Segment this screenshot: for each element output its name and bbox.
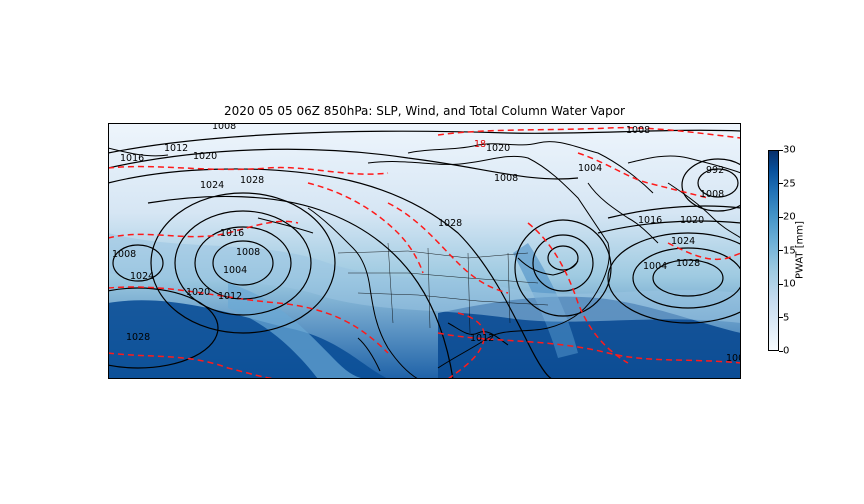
slp-label: 1020 xyxy=(193,151,217,162)
slp-label: 1016 xyxy=(120,153,144,164)
slp-labels: 1008 1012 1016 1020 1024 1008 1028 1004 … xyxy=(112,123,741,364)
pwat-colorbar xyxy=(768,150,779,351)
slp-label: 1020 xyxy=(680,215,704,226)
slp-label: 1012 xyxy=(164,143,188,154)
colorbar-tick-mark xyxy=(779,317,783,318)
slp-label: 1024 xyxy=(671,236,695,247)
colorbar-tick-label: 15 xyxy=(783,245,796,256)
colorbar-tick-label: 10 xyxy=(783,278,796,290)
colorbar-tick-label: 25 xyxy=(783,178,796,189)
moist-plume xyxy=(228,283,368,379)
state-borders xyxy=(337,242,549,334)
slp-label: 1020 xyxy=(186,287,210,298)
map-title: 2020 05 05 06Z 850hPa: SLP, Wind, and To… xyxy=(223,104,625,118)
slp-label: 1004 xyxy=(223,265,247,276)
map-frame xyxy=(108,123,741,379)
slp-label: 1028 xyxy=(676,258,700,269)
slp-label: 1016 xyxy=(638,215,662,226)
slp-label: 1004 xyxy=(578,163,602,174)
slp-label: 1020 xyxy=(486,143,510,154)
slp-contours xyxy=(108,129,741,379)
slp-label: 1008 xyxy=(212,123,236,132)
colorbar-tick-label: 5 xyxy=(783,312,790,323)
slp-label: 1008 xyxy=(494,173,518,184)
slp-label: 1024 xyxy=(130,271,154,282)
dashed-labels: 18 xyxy=(474,139,486,150)
colorbar-tick-mark xyxy=(779,350,783,352)
colorbar-tick-mark xyxy=(779,183,783,184)
dashed-contours xyxy=(108,126,741,379)
colorbar-tick-label: 30 xyxy=(783,144,796,156)
colorbar-tick-mark xyxy=(779,216,783,218)
slp-label: 1012 xyxy=(218,291,242,302)
colorbar-tick-mark xyxy=(779,250,783,251)
slp-label: 1028 xyxy=(438,218,462,229)
slp-label: 1008 xyxy=(726,353,741,364)
slp-label: 992 xyxy=(706,165,724,176)
pwat-map: 1008 1012 1016 1020 1024 1008 1028 1004 … xyxy=(108,123,741,379)
slp-label: 1012 xyxy=(470,333,494,344)
colorbar-label: PWAT [mm] xyxy=(794,220,806,280)
slp-label: 1028 xyxy=(240,175,264,186)
slp-label: 1008 xyxy=(112,249,136,260)
colorbar-tick-label: 0 xyxy=(783,345,790,357)
slp-label: 1028 xyxy=(126,332,150,343)
colorbar-tick-label: 20 xyxy=(783,211,796,223)
moist-field-mid xyxy=(108,233,741,323)
colorbar-tick-mark xyxy=(779,149,783,151)
slp-label: 1008 xyxy=(700,189,724,200)
slp-label: 1004 xyxy=(643,261,667,272)
slp-label: 1008 xyxy=(236,247,260,258)
slp-label: 1024 xyxy=(200,180,224,191)
slp-label: 1016 xyxy=(220,228,244,239)
slp-label: 1008 xyxy=(626,125,650,136)
dashed-label: 18 xyxy=(474,139,486,150)
colorbar-tick-mark xyxy=(779,283,783,285)
